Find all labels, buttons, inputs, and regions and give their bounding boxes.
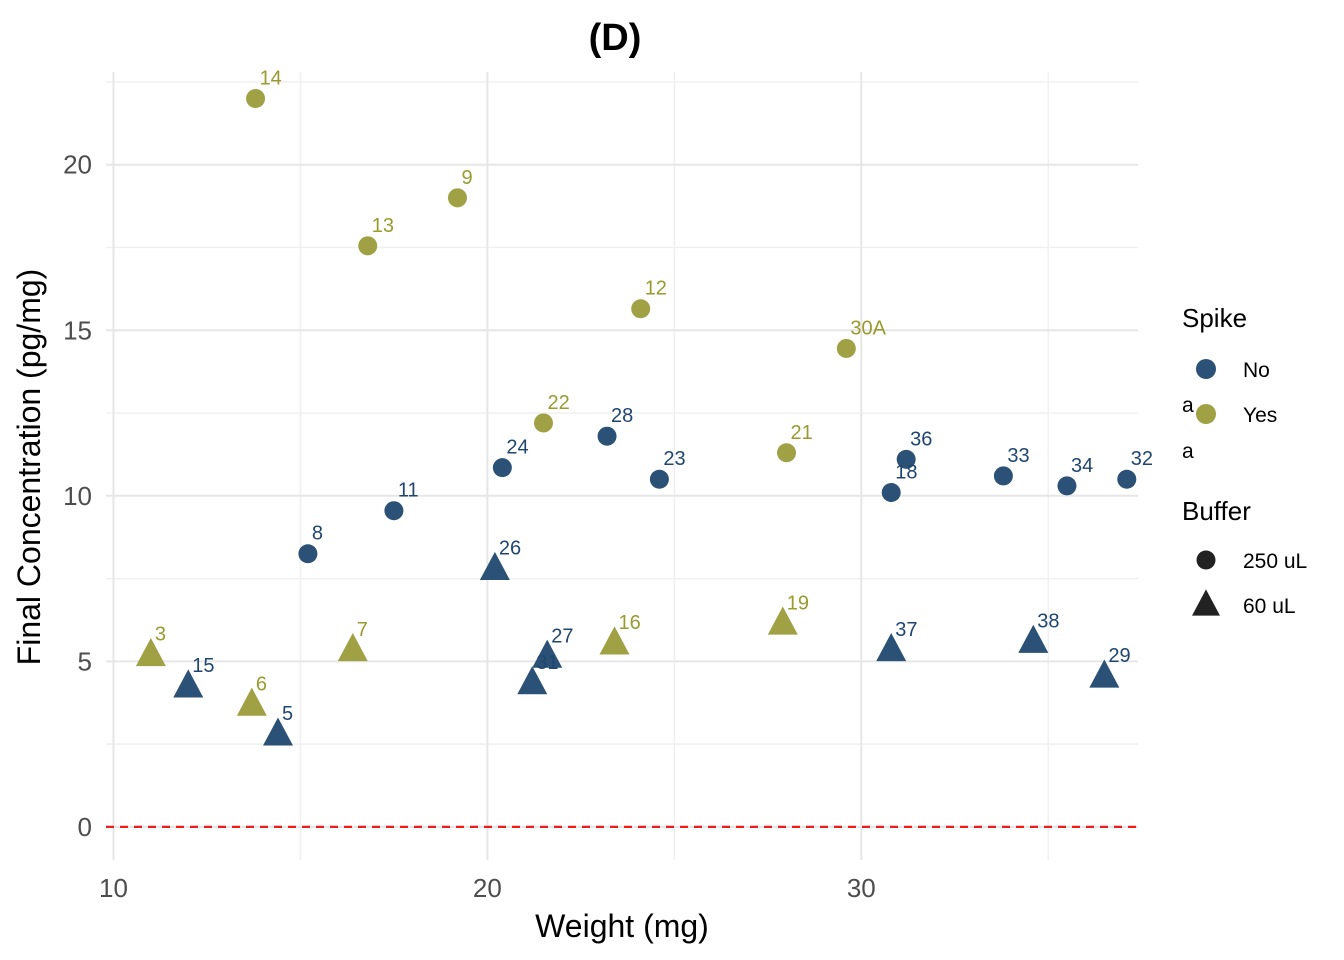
point-label: 22 [547,392,569,414]
point-label: 7 [357,619,368,641]
y-tick-label: 0 [78,812,92,842]
legend-label-yes: Yes [1243,404,1277,427]
point-label: 23 [663,448,685,470]
legend-key-circle [1196,550,1216,570]
point-label: 33 [1007,445,1029,467]
chart-title: (D) [589,17,642,59]
triangle-marker [479,551,510,580]
x-axis-title: Weight (mg) [535,908,709,944]
y-tick-label: 10 [63,481,92,511]
point-label: 36 [910,428,932,450]
point-label: 9 [461,167,472,189]
point-label: 3 [155,624,166,646]
point-label: 31 [536,652,558,674]
point-label: 24 [506,437,528,459]
triangle-marker [1018,624,1049,653]
point-label: 5 [282,703,293,725]
point-label: 6 [256,673,267,695]
point-label: 19 [787,592,809,614]
y-axis-title: Final Concentration (pg/mg) [11,269,47,666]
point-label: 21 [791,422,813,444]
legend-key-no [1196,359,1216,379]
legend: Spike Buffer a No a Yes 250 uL 60 uL [1182,303,1307,618]
triangle-marker [236,687,267,716]
circle-marker [384,501,404,521]
point-label: 34 [1071,455,1093,477]
y-tick-label: 5 [78,646,92,676]
point-label: 30A [850,317,886,339]
legend-label-no: No [1243,359,1270,382]
point-label: 38 [1037,610,1059,632]
triangle-marker [599,626,630,655]
circle-marker [836,338,856,358]
point-label: 14 [260,67,282,89]
point-label: 37 [895,619,917,641]
circle-marker [246,88,266,108]
circle-marker [1057,476,1077,496]
point-label: 27 [551,625,573,647]
x-tick-label: 30 [847,873,876,903]
circle-marker [896,449,916,469]
triangle-marker [1089,659,1120,688]
circle-marker [777,443,797,463]
tick-labels: 10 20 30 0 5 10 15 20 [63,150,876,903]
circle-marker [993,466,1013,486]
point-label: 13 [372,215,394,237]
point-label: 32 [1131,448,1153,470]
triangle-marker [532,639,563,668]
point-label: 28 [611,405,633,427]
y-tick-label: 20 [63,150,92,180]
circle-marker [597,426,617,446]
circle-marker [358,236,378,256]
circle-marker [447,188,467,208]
triangle-marker [135,637,166,667]
point-label: 11 [398,480,419,502]
circle-marker [533,413,553,433]
circle-marker [649,469,669,489]
x-tick-label: 20 [473,873,502,903]
legend-key-triangle [1192,589,1220,616]
triangle-marker [173,669,204,698]
triangle-marker [263,717,293,746]
legend-text-key-no: a [1182,394,1194,417]
legend-title-spike: Spike [1182,303,1247,333]
triangle-marker [517,666,548,695]
circle-marker [1117,469,1137,489]
circle-marker [631,299,651,319]
point-label: 8 [312,523,323,545]
legend-label-buffer: 60 uL [1243,595,1296,618]
circle-marker [298,544,318,564]
point-label: 29 [1108,645,1130,667]
point-label: 15 [192,655,214,677]
legend-key-yes [1196,404,1216,424]
y-tick-label: 15 [63,315,92,345]
triangle-marker [767,606,798,635]
legend-label-buffer: 250 uL [1243,550,1307,573]
point-label: 12 [645,278,667,300]
legend-text-key-yes: a [1182,440,1194,463]
point-label: 18 [895,461,917,483]
point-label: 26 [499,538,521,560]
x-tick-label: 10 [99,873,128,903]
circle-marker [881,482,901,502]
circle-marker [492,458,512,478]
triangle-marker [876,633,907,662]
legend-title-buffer: Buffer [1182,496,1251,526]
triangle-marker [337,633,368,662]
point-label: 16 [619,612,641,634]
